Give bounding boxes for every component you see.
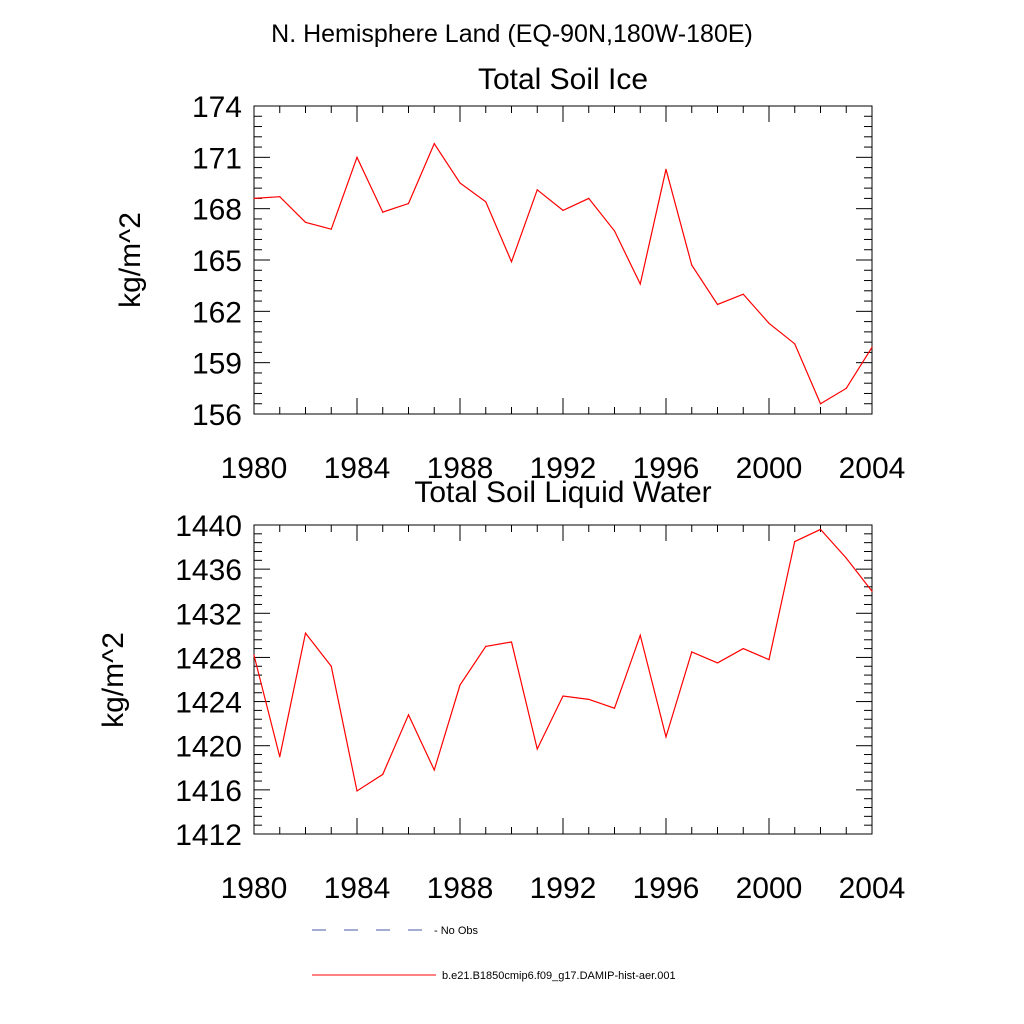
soil-liquid-water-xtick-label: 1988 [427,872,494,905]
soil-liquid-water-xtick-label: 1996 [633,872,700,905]
soil-liquid-water-data-point [691,651,693,653]
soil-ice-data-point [768,322,770,324]
soil-ice-data-point [691,264,693,266]
soil-ice-data-point [639,283,641,285]
soil-ice-xtick-label: 1996 [633,452,700,485]
soil-liquid-water-data-point [794,540,796,543]
soil-ice-data-point [433,143,435,145]
page-title: N. Hemisphere Land (EQ-90N,180W-180E) [271,20,753,48]
soil-liquid-water-ytick-label: 1424 [175,687,242,720]
soil-ice-data-point [459,182,461,184]
soil-liquid-water-xtick-label: 2000 [736,872,803,905]
soil-liquid-water-data-point [562,695,564,697]
soil-ice-ytick-label: 159 [192,348,242,381]
soil-ice-data-point [510,261,513,263]
soil-ice-data-point [871,346,873,348]
legend-no-obs-label: - No Obs [434,925,479,937]
soil-ice-data-point [407,202,410,205]
soil-ice-data-point [794,343,796,345]
soil-liquid-water-data-point [819,528,822,531]
soil-ice-ytick-label: 168 [192,194,242,227]
soil-liquid-water-data-point [304,632,307,634]
soil-liquid-water-data-point [871,590,873,592]
soil-liquid-water-data-point [433,769,435,771]
soil-ice-ylabel: kg/m^2 [114,212,147,308]
soil-liquid-water-data-point [768,659,770,661]
soil-liquid-water-ytick-label: 1432 [175,598,242,631]
soil-liquid-water-ytick-label: 1420 [175,731,242,764]
soil-liquid-water-data-point [742,648,744,650]
soil-liquid-water-xtick-label: 2004 [839,872,906,905]
legend: - No Obs b.e21.B1850cmip6.f09_g17.DAMIP-… [312,925,676,982]
soil-liquid-water-data-point [639,634,641,636]
legend-model-label: b.e21.B1850cmip6.f09_g17.DAMIP-hist-aer.… [442,970,676,982]
soil-ice-xtick-label: 2004 [839,452,906,485]
soil-liquid-water-series-line [253,528,873,792]
soil-ice-ytick-label: 162 [192,296,242,329]
soil-ice-data-point [382,211,384,213]
soil-liquid-water-data-point [588,698,590,700]
soil-liquid-water-data-point [510,641,513,643]
soil-liquid-water-xtick-label: 1980 [221,872,288,905]
soil-ice-data-point [613,230,616,232]
soil-liquid-water-data-point [279,756,281,758]
soil-ice-data-point [304,221,307,223]
soil-ice-data-point [588,197,590,199]
soil-ice-data-point [279,196,281,198]
soil-liquid-water-xtick-label: 1984 [324,872,391,905]
soil-ice-data-point [356,156,358,158]
soil-liquid-water-data-point [382,773,384,776]
soil-ice-panel: Total Soil Ice kg/m^2 1980 1984 1988 1992 19… [114,63,905,485]
soil-liquid-water-ytick-label: 1436 [175,554,242,587]
soil-ice-data-point [485,201,487,203]
soil-ice-ytick-label: 156 [192,399,242,432]
soil-ice-data-point [716,303,719,306]
soil-ice-data-point [253,197,255,199]
soil-liquid-water-ytick-label: 1428 [175,642,242,675]
soil-liquid-water-data-point [253,654,255,656]
soil-ice-title: Total Soil Ice [478,63,648,96]
soil-liquid-water-data-point [845,557,847,559]
soil-ice-data-point [562,209,564,211]
soil-ice-data-point [742,293,744,295]
soil-ice-plot-frame [253,105,873,415]
soil-liquid-water-ytick-label: 1440 [175,510,242,543]
soil-liquid-water-data-point [459,684,461,686]
soil-ice-data-point [536,189,538,191]
soil-ice-data-point [330,228,332,230]
soil-liquid-water-data-point [407,714,410,716]
soil-ice-ytick-label: 171 [192,142,242,175]
soil-ice-xtick-label: 1984 [324,452,391,485]
soil-ice-data-point [665,168,667,170]
soil-ice-xtick-label: 2000 [736,452,803,485]
soil-ice-xtick-label: 1992 [530,452,597,485]
soil-ice-ytick-label: 174 [192,91,242,124]
soil-liquid-water-data-point [356,790,358,792]
soil-ice-xtick-label: 1988 [427,452,494,485]
soil-ice-ytick-label: 165 [192,245,242,278]
soil-liquid-water-data-point [613,707,616,709]
soil-liquid-water-data-point [665,736,667,738]
soil-ice-data-point [819,403,822,405]
soil-liquid-water-ytick-label: 1412 [175,819,242,852]
soil-ice-xtick-label: 1980 [221,452,288,485]
soil-liquid-water-xtick-label: 1992 [530,872,597,905]
soil-ice-data-point [845,387,847,389]
soil-liquid-water-ylabel: kg/m^2 [97,632,130,728]
soil-liquid-water-data-point [330,665,332,667]
soil-liquid-water-data-point [716,662,719,664]
soil-liquid-water-data-point [485,645,487,647]
soil-liquid-water-plot-frame [253,524,873,835]
soil-liquid-water-ytick-label: 1416 [175,775,242,808]
soil-liquid-water-data-point [536,748,538,750]
soil-ice-series-line [253,142,873,405]
soil-liquid-water-title: Total Soil Liquid Water [414,476,711,509]
soil-liquid-water-panel: Total Soil Liquid Water kg/m^2 1980 1984 1… [97,476,905,905]
